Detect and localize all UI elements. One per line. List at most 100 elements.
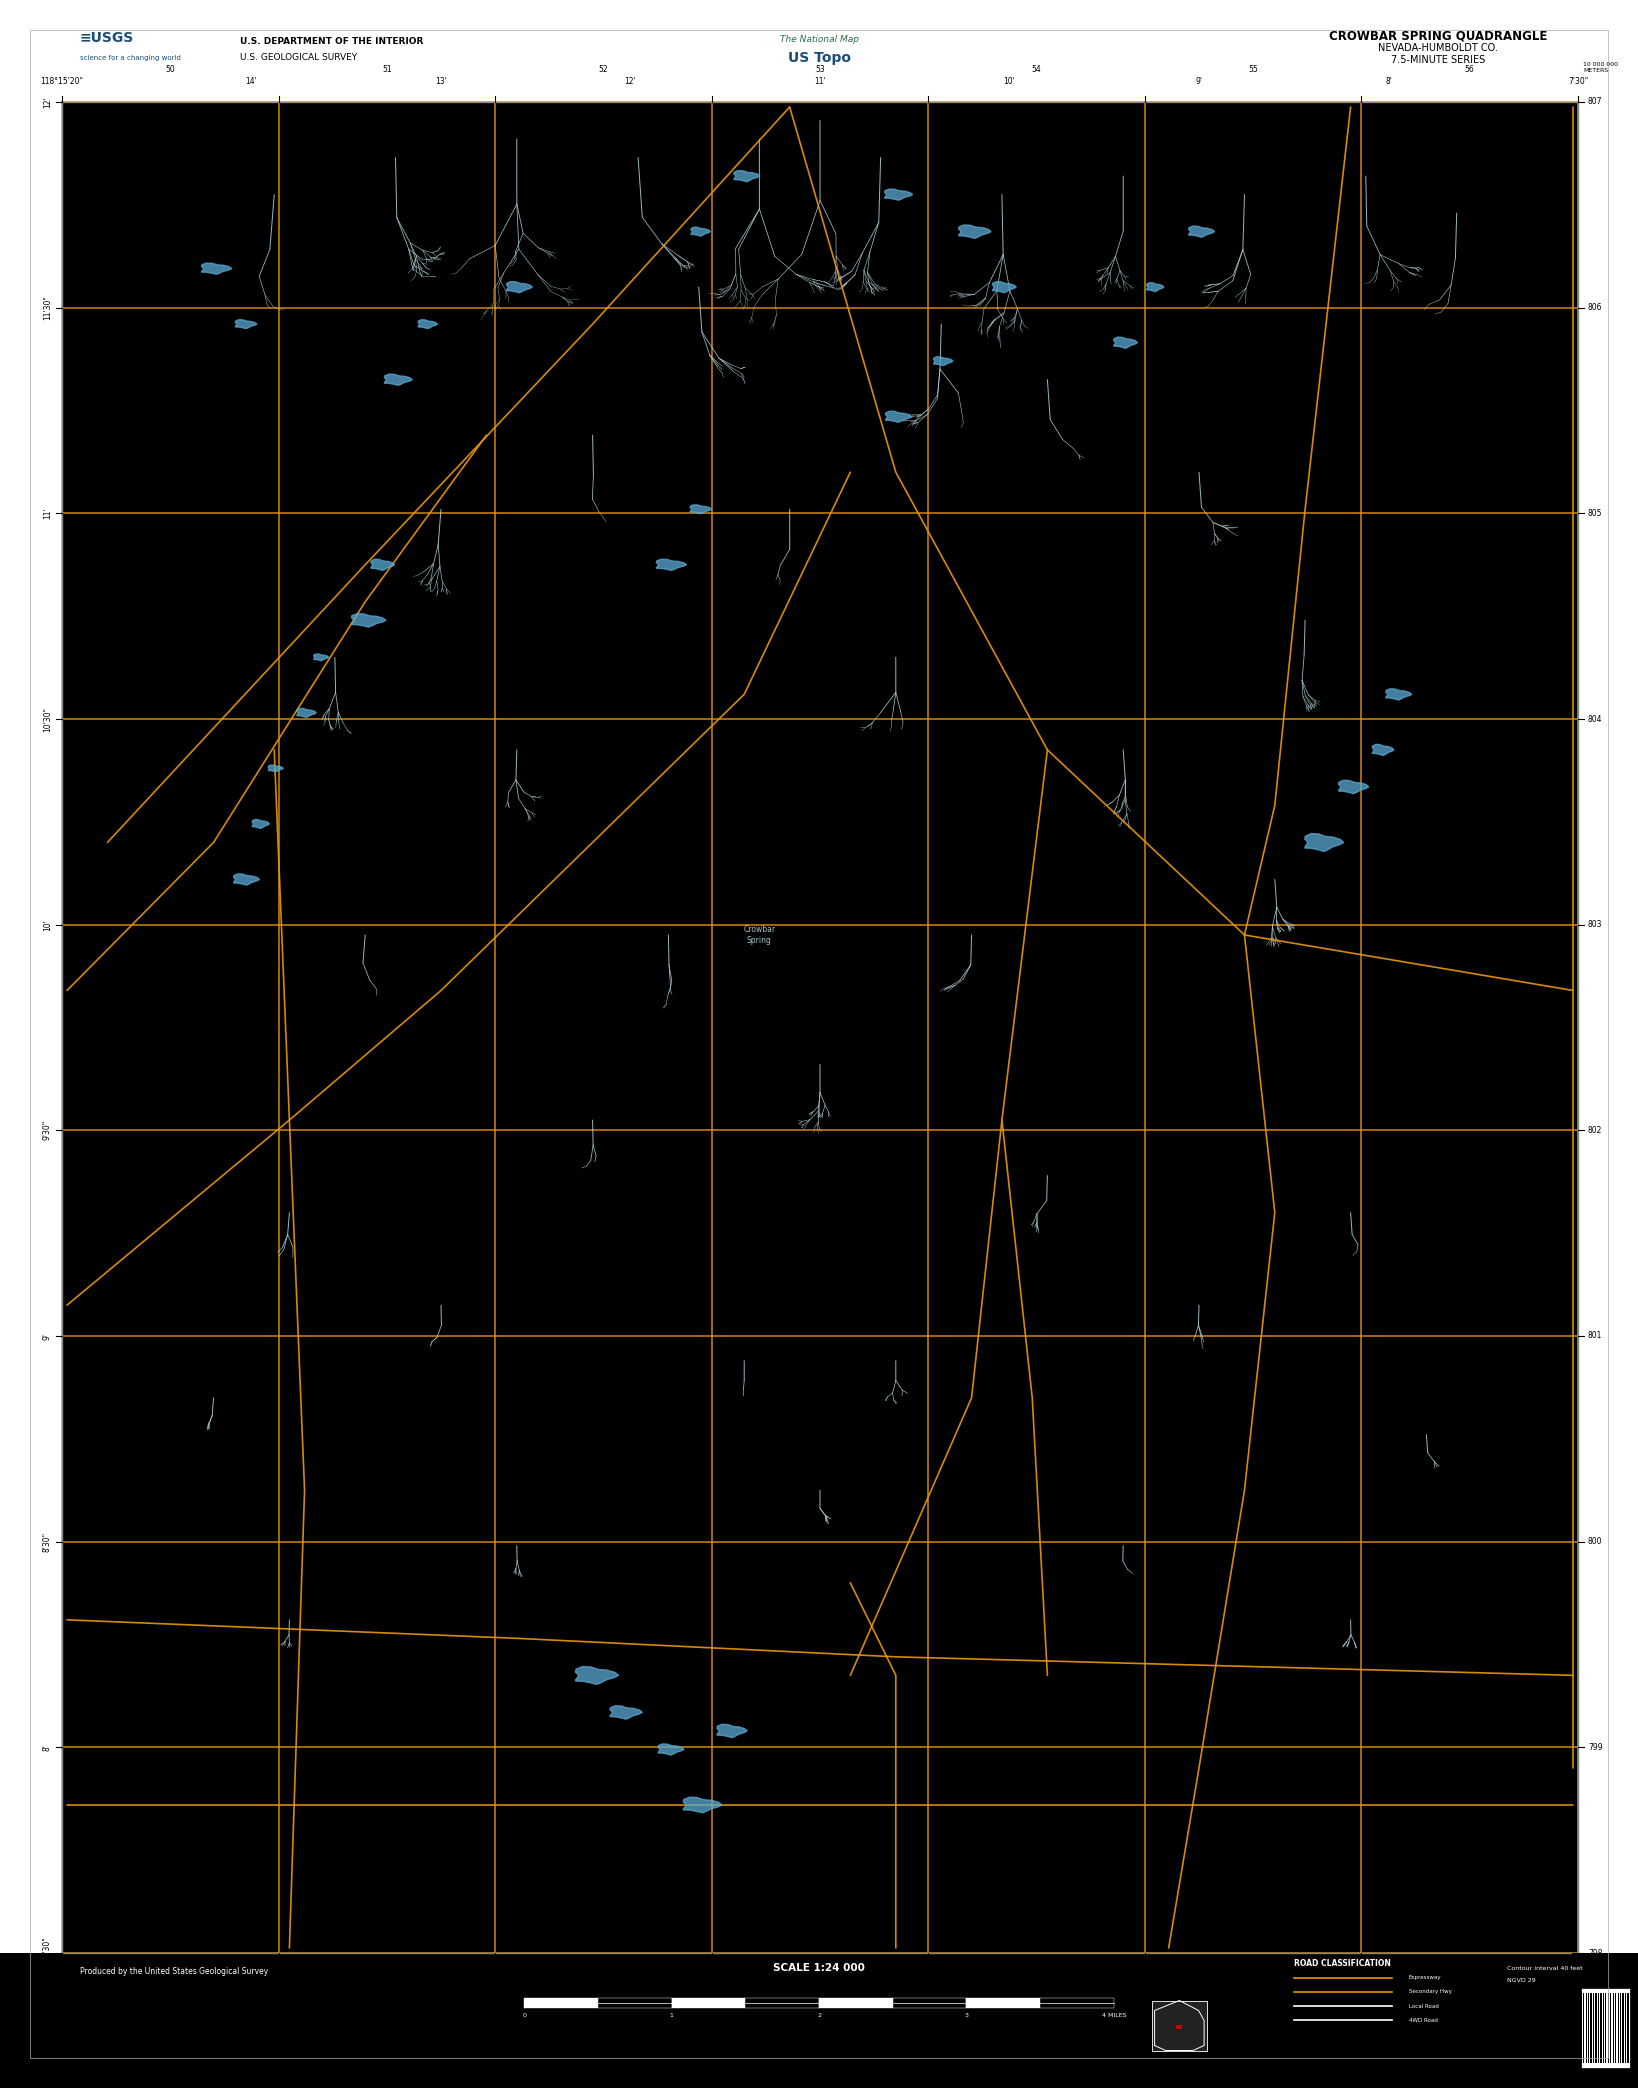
Polygon shape xyxy=(691,228,711,236)
Text: 11': 11' xyxy=(814,1969,826,1977)
Text: 52: 52 xyxy=(598,65,608,73)
Text: 12': 12' xyxy=(624,77,636,86)
Polygon shape xyxy=(1386,689,1412,699)
Polygon shape xyxy=(958,226,991,238)
Text: 41°7'30": 41°7'30" xyxy=(43,1936,52,1969)
Text: 4WD Road: 4WD Road xyxy=(1409,2017,1438,2023)
Polygon shape xyxy=(1189,226,1215,238)
Polygon shape xyxy=(269,764,283,773)
Text: 7'30": 7'30" xyxy=(1568,1969,1589,1977)
Polygon shape xyxy=(296,708,316,718)
Polygon shape xyxy=(683,1798,722,1812)
Text: 14': 14' xyxy=(246,1969,257,1977)
Polygon shape xyxy=(886,411,911,422)
Text: US Topo: US Topo xyxy=(788,50,850,65)
Text: Secondary Hwy: Secondary Hwy xyxy=(1409,1990,1451,1994)
Text: Expressway: Expressway xyxy=(1409,1975,1441,1982)
Text: 10': 10' xyxy=(1004,77,1016,86)
Text: 11': 11' xyxy=(814,77,826,86)
Bar xyxy=(745,1998,819,2009)
Polygon shape xyxy=(314,654,329,660)
Bar xyxy=(819,1998,893,2009)
Text: 11': 11' xyxy=(43,507,52,520)
Text: 10': 10' xyxy=(43,919,52,931)
Polygon shape xyxy=(352,614,387,626)
Polygon shape xyxy=(252,818,270,829)
Text: 7.5-MINUTE SERIES: 7.5-MINUTE SERIES xyxy=(1391,54,1486,65)
Text: 9': 9' xyxy=(1196,1969,1202,1977)
Text: 806: 806 xyxy=(1587,303,1602,313)
Text: 55: 55 xyxy=(1248,65,1258,73)
Polygon shape xyxy=(1305,833,1343,852)
Text: 3: 3 xyxy=(965,2013,968,2017)
Text: 13': 13' xyxy=(436,77,447,86)
Polygon shape xyxy=(418,319,437,328)
Text: 56: 56 xyxy=(1464,65,1474,73)
Text: 8': 8' xyxy=(1386,1969,1392,1977)
Text: 10 000 000
METERS: 10 000 000 METERS xyxy=(1582,63,1618,73)
Bar xyxy=(62,102,1577,1952)
Text: 2: 2 xyxy=(817,2013,821,2017)
Bar xyxy=(1581,1988,1630,2067)
Text: CROWBAR SPRING QUADRANGLE: CROWBAR SPRING QUADRANGLE xyxy=(1328,29,1548,42)
Bar xyxy=(1040,1998,1114,2009)
Polygon shape xyxy=(1114,336,1137,349)
Text: 9': 9' xyxy=(43,1332,52,1340)
Text: 13': 13' xyxy=(436,1969,447,1977)
Polygon shape xyxy=(885,190,912,200)
Text: 807: 807 xyxy=(1587,98,1602,106)
Text: The National Map: The National Map xyxy=(780,35,858,44)
Polygon shape xyxy=(658,1743,685,1756)
Text: 7'30": 7'30" xyxy=(1568,77,1589,86)
Polygon shape xyxy=(234,875,259,885)
Text: Contour interval 40 feet: Contour interval 40 feet xyxy=(1507,1965,1582,1971)
Polygon shape xyxy=(385,374,413,386)
Text: 9': 9' xyxy=(1196,77,1202,86)
Bar xyxy=(524,1998,598,2009)
Text: 804: 804 xyxy=(1587,714,1602,725)
Text: 14': 14' xyxy=(246,77,257,86)
Bar xyxy=(672,1998,745,2009)
Text: Local Road: Local Road xyxy=(1409,2004,1438,2009)
Text: 118°15'20": 118°15'20" xyxy=(41,1969,84,1977)
Polygon shape xyxy=(717,1725,747,1737)
Polygon shape xyxy=(506,282,532,292)
Polygon shape xyxy=(734,171,760,182)
Text: 8': 8' xyxy=(43,1743,52,1750)
Polygon shape xyxy=(201,263,233,274)
Text: NEVADA-HUMBOLDT CO.: NEVADA-HUMBOLDT CO. xyxy=(1378,44,1497,52)
Text: 803: 803 xyxy=(1587,921,1602,929)
Bar xyxy=(966,1998,1040,2009)
Text: 50: 50 xyxy=(165,65,175,73)
Text: 799: 799 xyxy=(1587,1743,1602,1752)
Text: 10'30": 10'30" xyxy=(43,706,52,731)
Text: 1: 1 xyxy=(670,2013,673,2017)
Text: SCALE 1:24 000: SCALE 1:24 000 xyxy=(773,1963,865,1973)
Polygon shape xyxy=(993,282,1016,292)
Text: 10': 10' xyxy=(1004,1969,1016,1977)
Text: 4 MILES: 4 MILES xyxy=(1102,2013,1125,2017)
Text: 802: 802 xyxy=(1587,1125,1602,1136)
Bar xyxy=(62,102,1577,1952)
Text: 118°15'20": 118°15'20" xyxy=(41,77,84,86)
Text: ≡USGS: ≡USGS xyxy=(80,31,134,46)
Text: U.S. GEOLOGICAL SURVEY: U.S. GEOLOGICAL SURVEY xyxy=(241,54,357,63)
Text: 9'30": 9'30" xyxy=(43,1119,52,1140)
Text: 798: 798 xyxy=(1587,1948,1602,1959)
Polygon shape xyxy=(657,560,686,570)
Text: 801: 801 xyxy=(1587,1332,1602,1340)
Polygon shape xyxy=(236,319,257,328)
Text: 12': 12' xyxy=(43,96,52,109)
Text: Crowbar
Spring: Crowbar Spring xyxy=(744,925,775,944)
Text: ROAD CLASSIFICATION: ROAD CLASSIFICATION xyxy=(1294,1959,1391,1967)
Text: Produced by the United States Geological Survey: Produced by the United States Geological… xyxy=(80,1967,269,1975)
Text: 51: 51 xyxy=(382,65,391,73)
Polygon shape xyxy=(1373,743,1394,756)
Text: 800: 800 xyxy=(1587,1537,1602,1547)
Bar xyxy=(893,1998,966,2009)
Text: 12': 12' xyxy=(624,1969,636,1977)
Text: 54: 54 xyxy=(1032,65,1042,73)
Text: 8': 8' xyxy=(1386,77,1392,86)
Text: 8'30": 8'30" xyxy=(43,1533,52,1551)
Polygon shape xyxy=(690,505,713,514)
